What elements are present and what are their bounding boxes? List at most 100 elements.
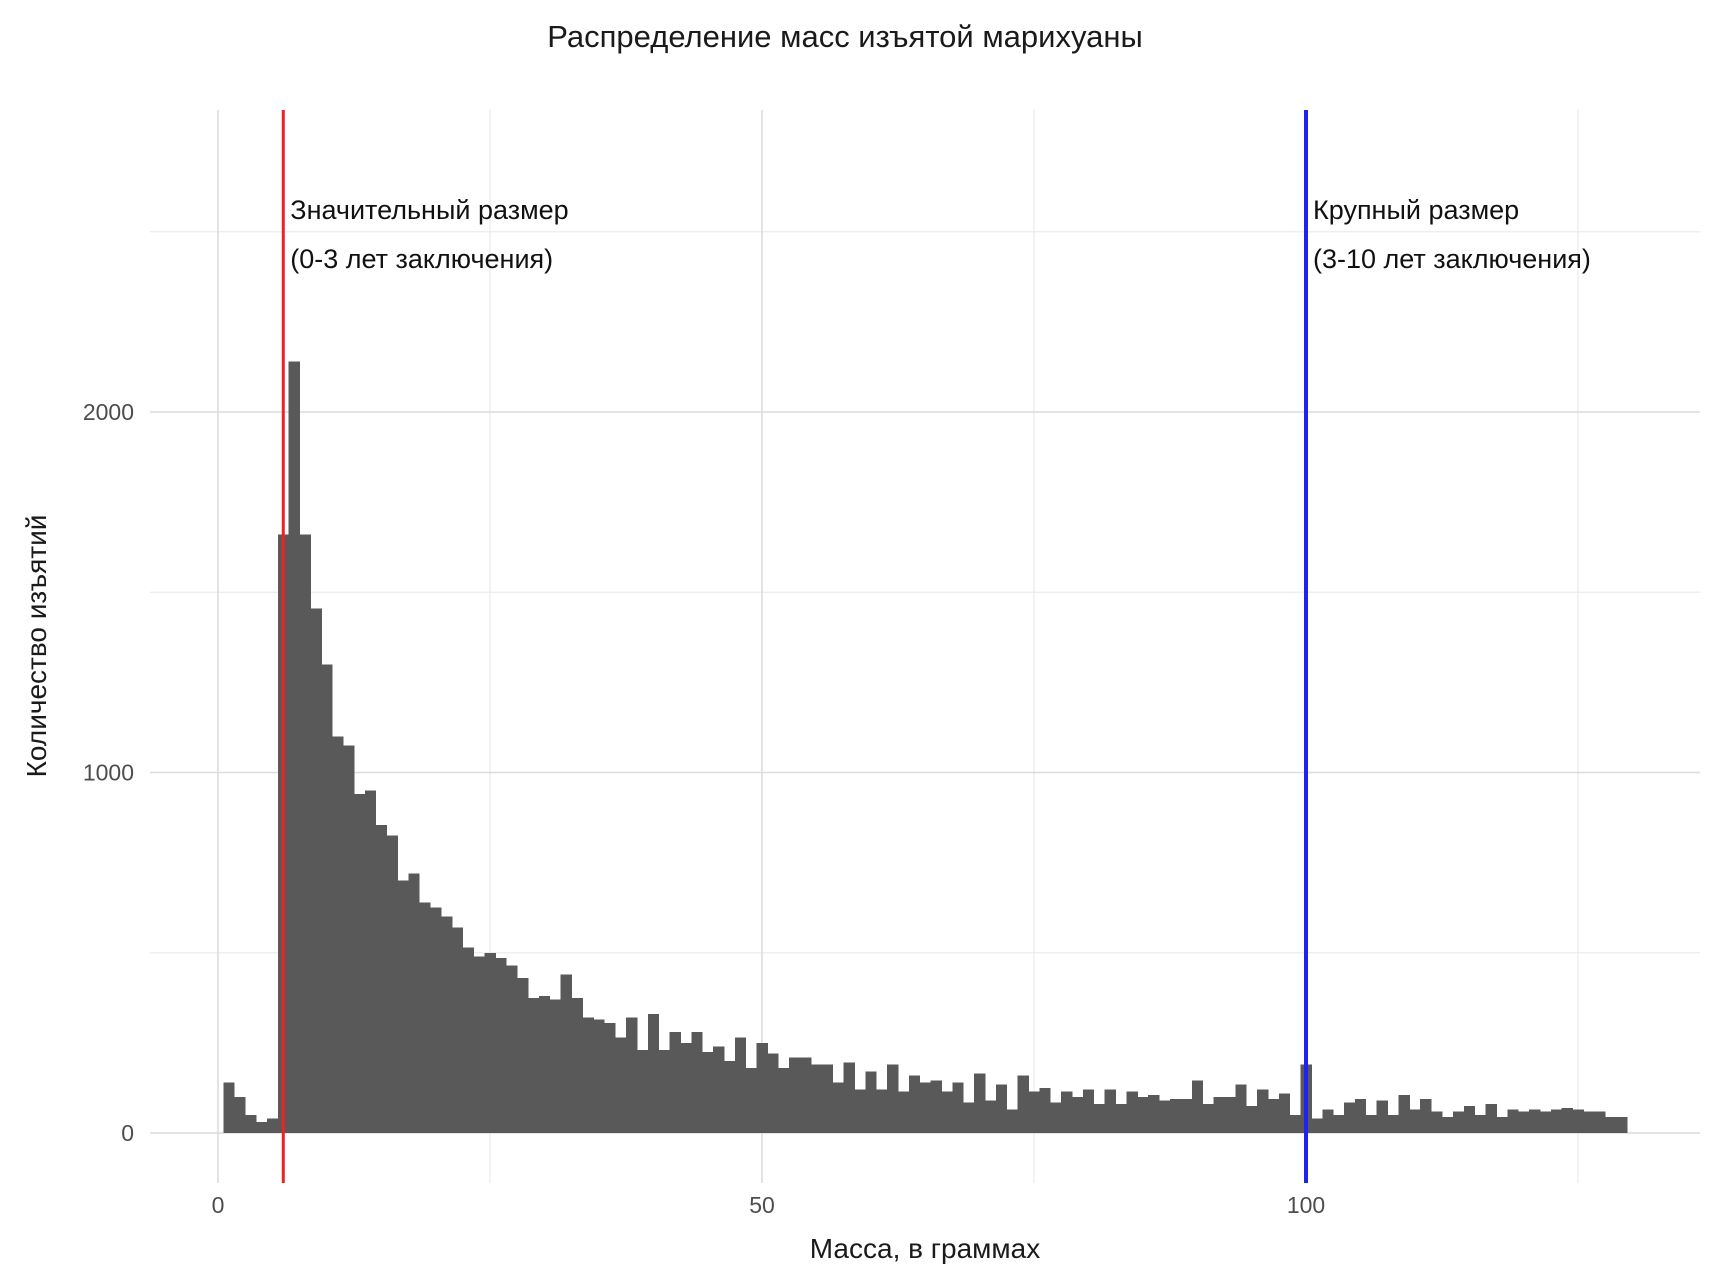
histogram-bar xyxy=(745,1068,757,1133)
histogram-bar xyxy=(1017,1075,1029,1133)
x-axis-tick-labels: 0 50 100 xyxy=(212,1192,1326,1218)
histogram-bar xyxy=(963,1102,975,1133)
histogram-bar xyxy=(1572,1109,1584,1133)
histogram-bar xyxy=(495,958,507,1133)
histogram-bar xyxy=(680,1042,692,1134)
histogram-bar xyxy=(1257,1089,1269,1133)
x-axis-title: Масса, в граммах xyxy=(810,1233,1040,1264)
histogram-bar xyxy=(473,956,485,1133)
histogram-bar xyxy=(1115,1104,1127,1133)
y-axis-title: Количество изъятий xyxy=(21,515,52,778)
histogram-bar xyxy=(626,1017,638,1133)
histogram-bar xyxy=(1333,1114,1345,1133)
histogram-bar xyxy=(1028,1091,1040,1133)
histogram-bar xyxy=(299,534,311,1133)
histogram-bar xyxy=(1583,1111,1595,1133)
large-label-line1: Крупный размер xyxy=(1313,195,1519,225)
histogram-bar xyxy=(343,745,355,1133)
chart-title: Распределение масс изъятой марихуаны xyxy=(547,19,1143,54)
histogram-bar xyxy=(767,1053,779,1133)
histogram-bar xyxy=(288,361,300,1133)
histogram-bar xyxy=(919,1082,932,1133)
histogram-bar xyxy=(658,1050,670,1133)
histogram-bar xyxy=(1594,1111,1606,1133)
histogram-bar xyxy=(1420,1098,1432,1133)
histogram-bar xyxy=(245,1114,257,1133)
histogram-bars xyxy=(223,361,1628,1134)
histogram-bar xyxy=(734,1037,747,1133)
histogram-bar xyxy=(691,1032,703,1133)
y-axis-tick-labels: 0 1000 2000 xyxy=(83,399,134,1146)
histogram-bar xyxy=(1267,1098,1280,1133)
histogram-bar xyxy=(1409,1109,1421,1133)
histogram-bar xyxy=(560,974,572,1133)
histogram-bar xyxy=(941,1091,953,1133)
histogram-bar xyxy=(636,1050,649,1133)
significant-label-line1: Значительный размер xyxy=(290,195,568,225)
histogram-bar xyxy=(1170,1098,1182,1133)
x-tick-label: 100 xyxy=(1287,1192,1325,1218)
histogram-bar xyxy=(397,880,409,1133)
histogram-bar xyxy=(1137,1096,1149,1133)
histogram-bar xyxy=(789,1057,801,1133)
histogram-bar xyxy=(887,1064,899,1134)
histogram-bar xyxy=(843,1062,855,1133)
histogram-bar xyxy=(1061,1091,1073,1133)
histogram-bar xyxy=(1235,1084,1247,1133)
histogram-bar xyxy=(1550,1109,1563,1133)
histogram-bar xyxy=(669,1032,681,1133)
histogram-bar xyxy=(462,947,475,1133)
histogram-bar xyxy=(604,1023,616,1133)
histogram-bar xyxy=(332,736,344,1133)
histogram-bar xyxy=(713,1046,725,1133)
histogram-bar xyxy=(1518,1111,1530,1133)
histogram-bar xyxy=(702,1051,714,1133)
histogram-bar xyxy=(582,1017,594,1133)
histogram-bar xyxy=(593,1019,605,1133)
histogram-bar xyxy=(810,1064,823,1134)
histogram-bar xyxy=(1496,1116,1508,1133)
histogram-bar xyxy=(723,1060,736,1133)
histogram-bar xyxy=(1539,1111,1552,1133)
histogram-bar xyxy=(1365,1114,1378,1133)
histogram-bar xyxy=(441,916,453,1133)
y-tick-label: 0 xyxy=(121,1120,134,1146)
histogram-bar xyxy=(1093,1104,1106,1133)
histogram-bar xyxy=(1605,1116,1617,1133)
histogram-bar xyxy=(898,1091,910,1133)
histogram-bar xyxy=(615,1037,627,1133)
histogram-bar xyxy=(1126,1091,1138,1133)
histogram-bar xyxy=(1485,1104,1497,1133)
histogram-bar xyxy=(375,824,388,1133)
histogram-bar xyxy=(1050,1102,1062,1133)
histogram-bar xyxy=(1442,1116,1454,1133)
histogram-bar xyxy=(266,1118,279,1133)
histogram-bar xyxy=(1289,1114,1301,1133)
histogram-bar xyxy=(1039,1087,1051,1133)
histogram-bar xyxy=(1507,1109,1519,1133)
histogram-bar xyxy=(354,794,366,1133)
histogram-bar xyxy=(408,873,420,1133)
histogram-bar xyxy=(800,1057,812,1133)
histogram-bar xyxy=(256,1122,268,1133)
histogram-bar xyxy=(1191,1080,1204,1133)
histogram-bar xyxy=(484,952,496,1133)
histogram-bar xyxy=(1278,1093,1291,1134)
significant-label-line2: (0-3 лет заключения) xyxy=(290,244,553,274)
histogram-bar xyxy=(364,790,377,1133)
histogram-bar xyxy=(1376,1100,1388,1134)
histogram-bar xyxy=(1006,1109,1019,1133)
x-tick-label: 0 xyxy=(212,1192,225,1218)
histogram-bar xyxy=(1104,1089,1116,1133)
histogram-bar xyxy=(821,1064,834,1134)
histogram-bar xyxy=(832,1082,844,1133)
histogram-bar xyxy=(1344,1102,1356,1133)
histogram-bar xyxy=(538,996,551,1133)
histogram-bar xyxy=(321,664,333,1133)
histogram-bar xyxy=(1354,1098,1367,1133)
histogram-bar xyxy=(528,997,540,1133)
histogram-bar xyxy=(974,1073,986,1133)
histogram-bar xyxy=(1616,1116,1628,1133)
